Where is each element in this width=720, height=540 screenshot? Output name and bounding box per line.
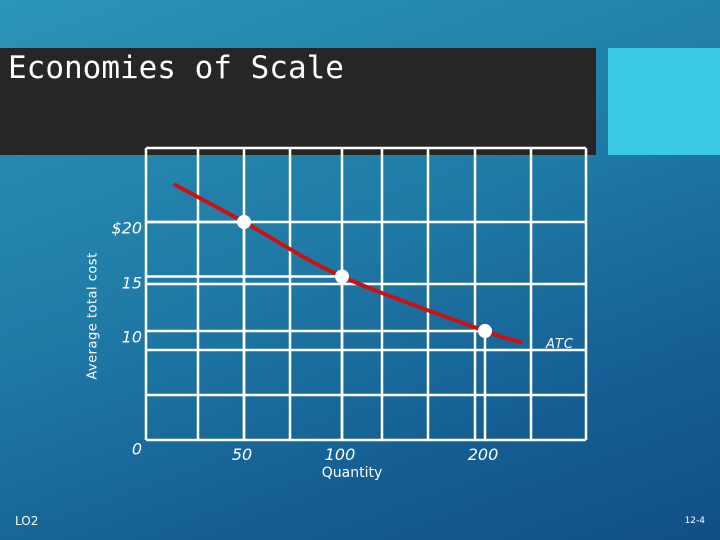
x-tick-label-100: 100 xyxy=(324,445,356,464)
atc-curve-label: ATC xyxy=(546,337,574,352)
marker-point-200 xyxy=(478,324,492,338)
marker-point-100 xyxy=(335,269,349,284)
atc-curve xyxy=(173,182,523,344)
x-axis-label: Quantity xyxy=(321,465,383,481)
chart-grid xyxy=(144,146,588,442)
learning-objective-label: LO2 xyxy=(15,514,39,528)
y-axis-label: Average total cost xyxy=(85,252,101,380)
title-bar xyxy=(0,48,596,155)
y-tick-label-20: $20 xyxy=(111,218,142,238)
marker-guides xyxy=(146,220,487,440)
marker-point-50 xyxy=(237,215,251,229)
y-tick-label-15: 15 xyxy=(121,273,142,292)
y-tick-label-10: 10 xyxy=(121,327,142,347)
slide-title: Economies of Scale xyxy=(8,50,344,86)
slide-number: 12-4 xyxy=(684,516,705,526)
x-tick-label-50: 50 xyxy=(231,445,253,464)
y-tick-label-0: 0 xyxy=(131,439,142,459)
accent-square xyxy=(608,48,720,155)
data-markers xyxy=(237,215,492,338)
x-tick-label-200: 200 xyxy=(467,445,499,464)
